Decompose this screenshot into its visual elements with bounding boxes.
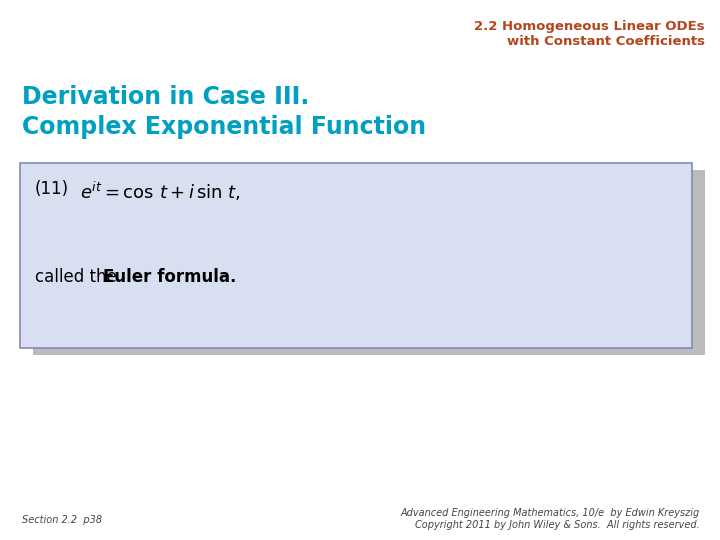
Text: $e^{it} = \cos\,t + i\,\sin\,t,$: $e^{it} = \cos\,t + i\,\sin\,t,$ [80, 180, 240, 203]
Text: called the: called the [35, 268, 122, 286]
Text: Copyright 2011 by John Wiley & Sons.  All rights reserved.: Copyright 2011 by John Wiley & Sons. All… [415, 520, 700, 530]
Text: Euler formula.: Euler formula. [103, 268, 236, 286]
Text: Derivation in Case III.: Derivation in Case III. [22, 85, 310, 109]
Text: Section 2.2  p38: Section 2.2 p38 [22, 515, 102, 525]
Text: Advanced Engineering Mathematics, 10/e  by Edwin Kreyszig: Advanced Engineering Mathematics, 10/e b… [401, 508, 700, 518]
Text: with Constant Coefficients: with Constant Coefficients [507, 35, 705, 48]
FancyBboxPatch shape [33, 170, 705, 355]
Text: (11): (11) [35, 180, 69, 198]
Text: Complex Exponential Function: Complex Exponential Function [22, 115, 426, 139]
Text: 2.2 Homogeneous Linear ODEs: 2.2 Homogeneous Linear ODEs [474, 20, 705, 33]
FancyBboxPatch shape [20, 163, 692, 348]
